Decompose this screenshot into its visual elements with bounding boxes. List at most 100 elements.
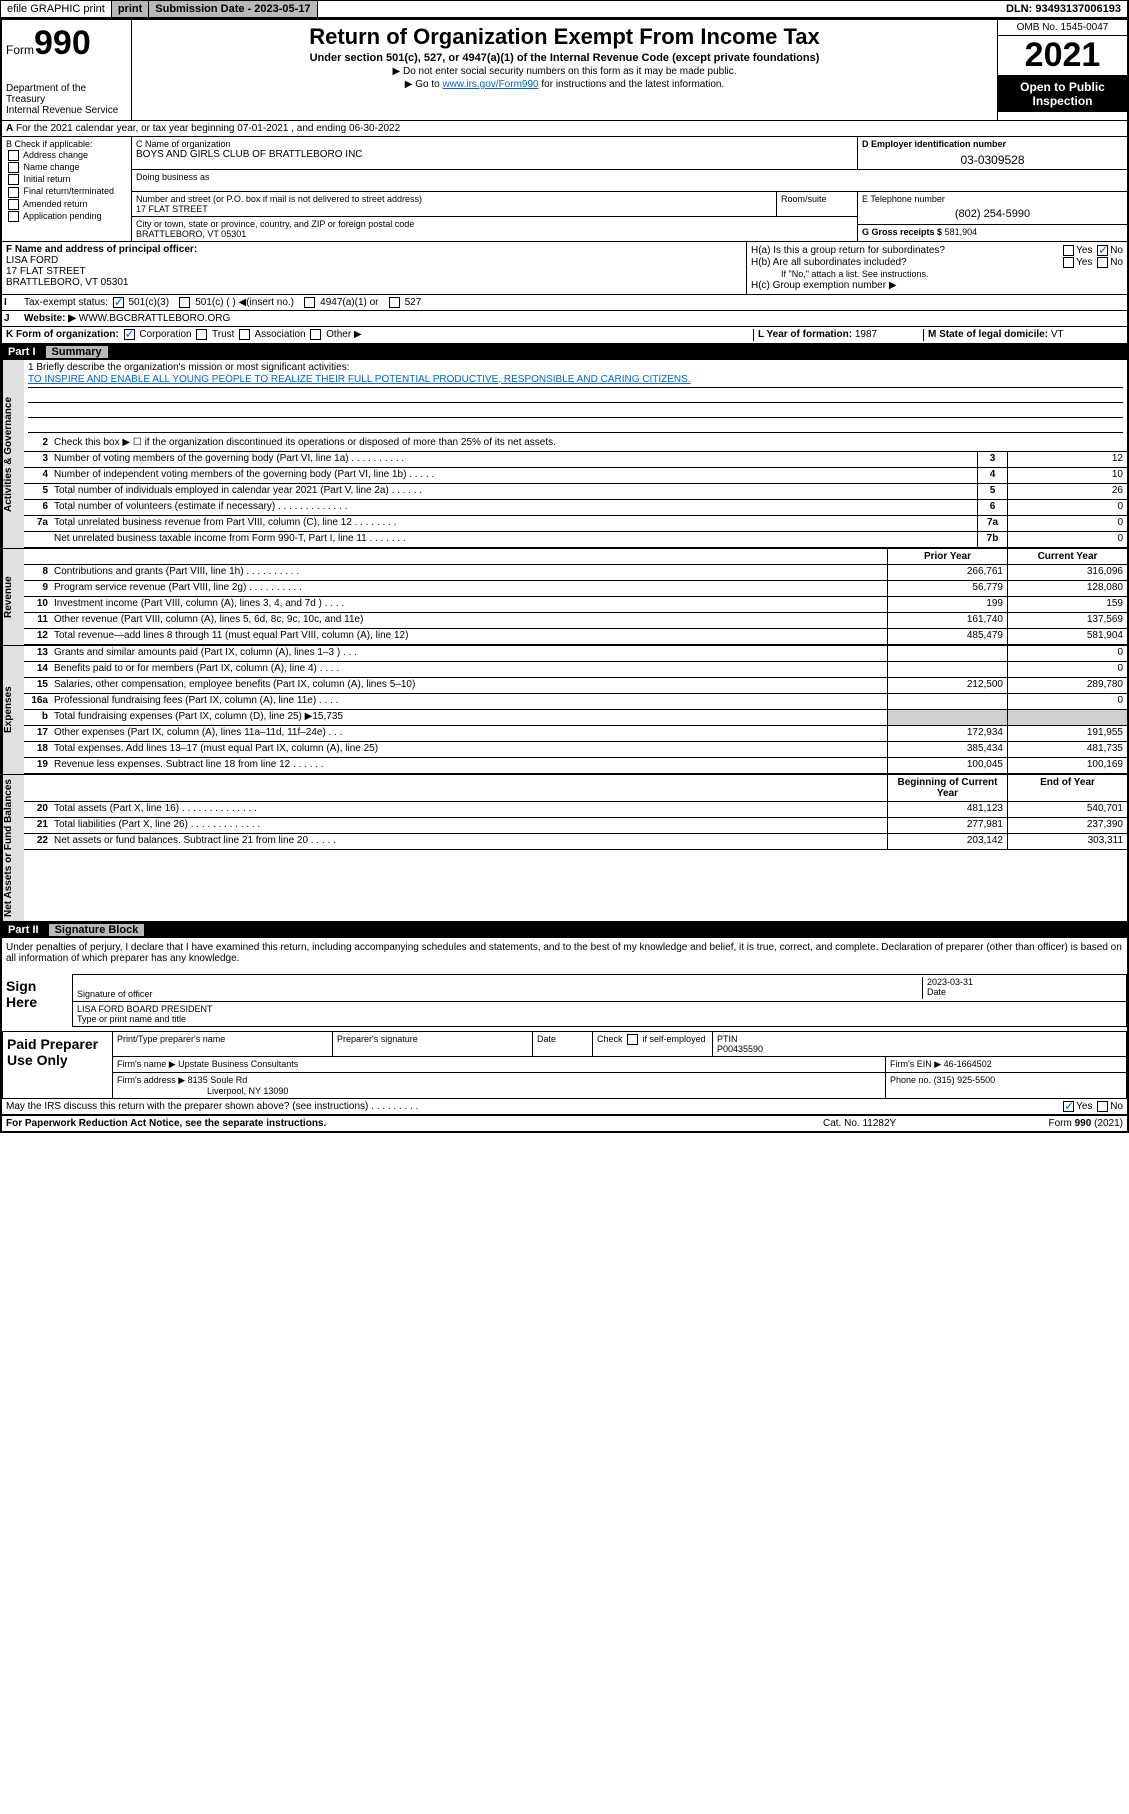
cb-501c3[interactable] xyxy=(113,297,124,308)
table-row: 18Total expenses. Add lines 13–17 (must … xyxy=(24,742,1127,758)
dln: DLN: 93493137006193 xyxy=(1000,1,1128,17)
column-c-through-g: C Name of organization BOYS AND GIRLS CL… xyxy=(132,137,1127,241)
part2-header: Part II Signature Block xyxy=(2,922,1127,938)
cb-final-return[interactable]: Final return/terminated xyxy=(6,186,127,197)
cb-self-employed[interactable] xyxy=(627,1034,638,1045)
vtab-governance: Activities & Governance xyxy=(2,360,24,548)
table-row: 5Total number of individuals employed in… xyxy=(24,484,1127,500)
cb-name-change[interactable]: Name change xyxy=(6,162,127,173)
table-row: 10Investment income (Part VIII, column (… xyxy=(24,597,1127,613)
phone-value: (802) 254-5990 xyxy=(862,208,1123,220)
city-value: BRATTLEBORO, VT 05301 xyxy=(136,229,853,239)
phone-gross-block: E Telephone number (802) 254-5990 G Gros… xyxy=(857,192,1127,241)
mission-block: 1 Briefly describe the organization's mi… xyxy=(24,360,1127,436)
table-row: 2Check this box ▶ ☐ if the organization … xyxy=(24,436,1127,452)
org-name: BOYS AND GIRLS CLUB OF BRATTLEBORO INC xyxy=(136,149,853,160)
form-subtitle: Under section 501(c), 527, or 4947(a)(1)… xyxy=(140,52,989,64)
summary-revenue: Revenue Prior YearCurrent Year 8Contribu… xyxy=(2,549,1127,646)
cb-trust[interactable] xyxy=(196,329,207,340)
may-discuss-row: May the IRS discuss this return with the… xyxy=(2,1099,1127,1116)
section-b-through-g: B Check if applicable: Address change Na… xyxy=(2,137,1127,242)
dba-label: Doing business as xyxy=(132,170,1127,192)
irs-label: Internal Revenue Service xyxy=(6,105,127,116)
table-row: 7aTotal unrelated business revenue from … xyxy=(24,516,1127,532)
ein-block: D Employer identification number 03-0309… xyxy=(857,137,1127,169)
website: WWW.BGCBRATTLEBORO.ORG xyxy=(79,313,230,324)
cb-initial-return[interactable]: Initial return xyxy=(6,174,127,185)
cb-address-change[interactable]: Address change xyxy=(6,150,127,161)
discuss-yes[interactable] xyxy=(1063,1101,1074,1112)
ein-value: 03-0309528 xyxy=(862,153,1123,167)
form-note1: ▶ Do not enter social security numbers o… xyxy=(140,66,989,77)
hb-no[interactable] xyxy=(1097,257,1108,268)
table-row: 19Revenue less expenses. Subtract line 1… xyxy=(24,758,1127,774)
table-row: Net unrelated business taxable income fr… xyxy=(24,532,1127,548)
ha-yes[interactable] xyxy=(1063,245,1074,256)
vtab-netassets: Net Assets or Fund Balances xyxy=(2,775,24,921)
omb-number: OMB No. 1545-0047 xyxy=(998,20,1127,36)
cb-amended-return[interactable]: Amended return xyxy=(6,199,127,210)
irs-link[interactable]: www.irs.gov/Form990 xyxy=(442,79,538,90)
principal-officer: F Name and address of principal officer:… xyxy=(2,242,747,294)
summary-governance: Activities & Governance 1 Briefly descri… xyxy=(2,360,1127,549)
summary-expenses: Expenses 13Grants and similar amounts pa… xyxy=(2,646,1127,775)
vtab-revenue: Revenue xyxy=(2,549,24,645)
summary-netassets: Net Assets or Fund Balances Beginning of… xyxy=(2,775,1127,922)
cb-corp[interactable] xyxy=(124,329,135,340)
table-row: 12Total revenue—add lines 8 through 11 (… xyxy=(24,629,1127,645)
part1-header: Part I Summary xyxy=(2,344,1127,360)
form-note2: ▶ Go to www.irs.gov/Form990 for instruct… xyxy=(140,79,989,90)
tax-year: 2021 xyxy=(998,36,1127,76)
street-value: 17 FLAT STREET xyxy=(136,204,772,214)
submission-date: Submission Date - 2023-05-17 xyxy=(149,1,317,17)
city-block: City or town, state or province, country… xyxy=(132,217,857,241)
efile-label: efile GRAPHIC print xyxy=(1,1,112,17)
table-row: 8Contributions and grants (Part VIII, li… xyxy=(24,565,1127,581)
form-number: Form990 xyxy=(6,24,127,63)
efile-print-button[interactable]: print xyxy=(112,1,149,17)
cb-other[interactable] xyxy=(310,329,321,340)
row-k: K Form of organization: Corporation Trus… xyxy=(2,327,1127,343)
row-a-taxyear: A For the 2021 calendar year, or tax yea… xyxy=(2,121,1127,137)
table-row: 14Benefits paid to or for members (Part … xyxy=(24,662,1127,678)
table-row: bTotal fundraising expenses (Part IX, co… xyxy=(24,710,1127,726)
org-name-block: C Name of organization BOYS AND GIRLS CL… xyxy=(132,137,857,169)
table-row: 13Grants and similar amounts paid (Part … xyxy=(24,646,1127,662)
table-row: 6Total number of volunteers (estimate if… xyxy=(24,500,1127,516)
header-left: Form990 Department of the Treasury Inter… xyxy=(2,20,132,120)
table-row: 11Other revenue (Part VIII, column (A), … xyxy=(24,613,1127,629)
section-f-h: F Name and address of principal officer:… xyxy=(2,242,1127,295)
table-row: 21Total liabilities (Part X, line 26) . … xyxy=(24,818,1127,834)
table-row: 16aProfessional fundraising fees (Part I… xyxy=(24,694,1127,710)
street-block: Number and street (or P.O. box if mail i… xyxy=(132,192,777,216)
cb-application-pending[interactable]: Application pending xyxy=(6,211,127,222)
ha-no[interactable] xyxy=(1097,245,1108,256)
paid-preparer-block: Paid Preparer Use Only Print/Type prepar… xyxy=(2,1031,1127,1099)
header-right: OMB No. 1545-0047 2021 Open to Public In… xyxy=(997,20,1127,120)
table-row: 4Number of independent voting members of… xyxy=(24,468,1127,484)
form-main: Form990 Department of the Treasury Inter… xyxy=(0,18,1129,1133)
room-label: Room/suite xyxy=(777,192,857,216)
open-public: Open to Public Inspection xyxy=(998,76,1127,112)
vtab-expenses: Expenses xyxy=(2,646,24,774)
form-header: Form990 Department of the Treasury Inter… xyxy=(2,20,1127,121)
cb-4947[interactable] xyxy=(304,297,315,308)
cb-527[interactable] xyxy=(389,297,400,308)
discuss-no[interactable] xyxy=(1097,1101,1108,1112)
cb-assoc[interactable] xyxy=(239,329,250,340)
gross-receipts: 581,904 xyxy=(945,227,978,237)
header-middle: Return of Organization Exempt From Incom… xyxy=(132,20,997,120)
cb-501c[interactable] xyxy=(179,297,190,308)
mission-text: TO INSPIRE AND ENABLE ALL YOUNG PEOPLE T… xyxy=(28,374,1123,388)
dept-treasury: Department of the Treasury xyxy=(6,83,127,105)
signature-declaration: Under penalties of perjury, I declare th… xyxy=(2,938,1127,968)
hb-yes[interactable] xyxy=(1063,257,1074,268)
row-j: J Website: ▶ WWW.BGCBRATTLEBORO.ORG xyxy=(2,311,1127,327)
table-row: 3Number of voting members of the governi… xyxy=(24,452,1127,468)
section-h: H(a) Is this a group return for subordin… xyxy=(747,242,1127,294)
table-row: 15Salaries, other compensation, employee… xyxy=(24,678,1127,694)
table-row: 9Program service revenue (Part VIII, lin… xyxy=(24,581,1127,597)
form-footer: For Paperwork Reduction Act Notice, see … xyxy=(2,1116,1127,1131)
form-title: Return of Organization Exempt From Incom… xyxy=(140,24,989,50)
table-row: 17Other expenses (Part IX, column (A), l… xyxy=(24,726,1127,742)
